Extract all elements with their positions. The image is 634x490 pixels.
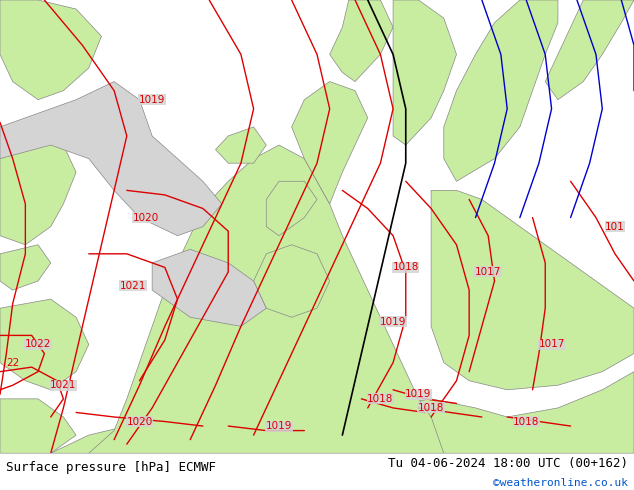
Text: Tu 04-06-2024 18:00 UTC (00+162): Tu 04-06-2024 18:00 UTC (00+162) [387, 457, 628, 470]
Polygon shape [444, 0, 558, 181]
Text: 1019: 1019 [139, 95, 165, 105]
Polygon shape [0, 245, 51, 290]
Polygon shape [216, 127, 266, 163]
Text: 1019: 1019 [405, 390, 432, 399]
Polygon shape [0, 299, 89, 390]
Text: ©weatheronline.co.uk: ©weatheronline.co.uk [493, 478, 628, 489]
Polygon shape [393, 0, 456, 145]
Text: 101: 101 [605, 221, 625, 232]
Text: 1018: 1018 [513, 416, 540, 426]
Text: Surface pressure [hPa] ECMWF: Surface pressure [hPa] ECMWF [6, 461, 216, 474]
Polygon shape [0, 399, 76, 453]
Text: 1021: 1021 [120, 281, 146, 291]
Polygon shape [266, 181, 317, 236]
Text: 1017: 1017 [475, 267, 501, 277]
Text: 1018: 1018 [392, 263, 419, 272]
Polygon shape [89, 145, 444, 453]
Text: 1018: 1018 [418, 403, 444, 413]
Text: 1020: 1020 [126, 416, 153, 426]
Polygon shape [0, 82, 222, 236]
Polygon shape [0, 127, 76, 245]
Polygon shape [545, 0, 634, 99]
Text: 1017: 1017 [538, 340, 565, 349]
Polygon shape [152, 249, 266, 326]
Polygon shape [0, 0, 101, 99]
Polygon shape [292, 82, 368, 204]
Text: 1018: 1018 [367, 394, 394, 404]
Polygon shape [330, 0, 393, 82]
Text: 1021: 1021 [50, 380, 77, 390]
Polygon shape [51, 371, 634, 453]
Polygon shape [431, 191, 634, 390]
Polygon shape [254, 245, 330, 318]
Text: 1020: 1020 [133, 213, 159, 222]
Text: 1019: 1019 [380, 317, 406, 327]
Text: 1019: 1019 [266, 421, 292, 431]
Text: 1022: 1022 [25, 340, 51, 349]
Text: 22: 22 [6, 358, 20, 368]
